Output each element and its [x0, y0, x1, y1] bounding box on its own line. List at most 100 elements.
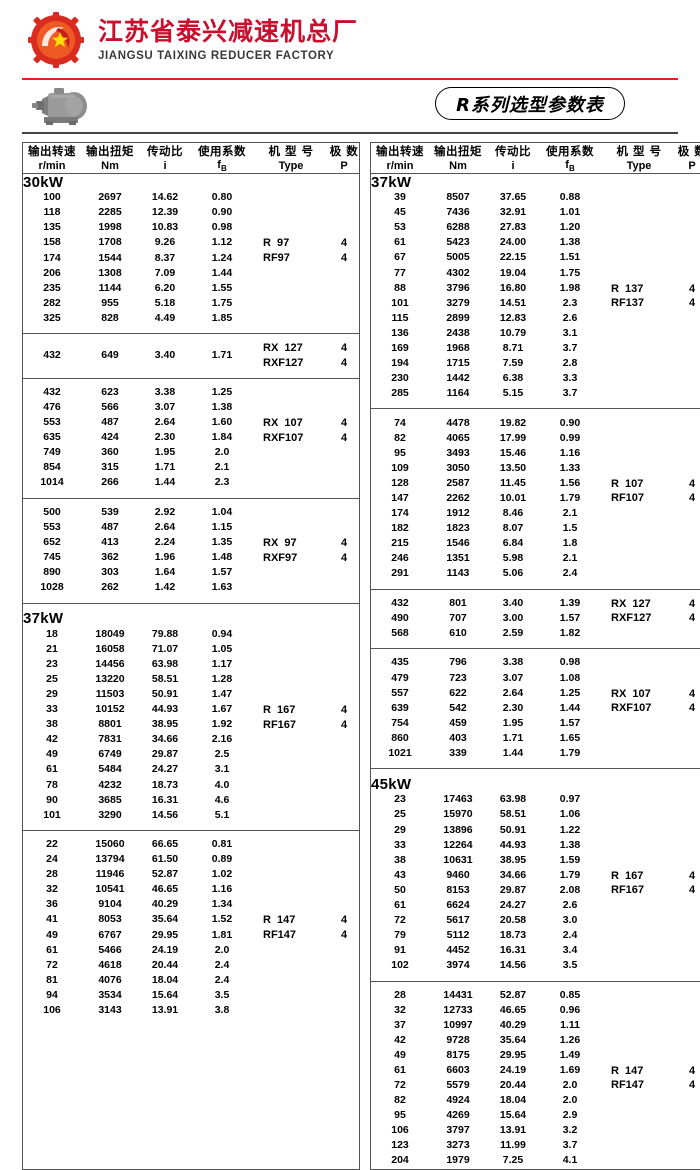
cell-i: 58.51	[499, 808, 527, 821]
cell-type-empty	[601, 567, 677, 582]
block-spacer	[23, 603, 359, 610]
block-spacer	[23, 823, 359, 830]
cell-poles-empty	[677, 236, 700, 251]
cell-i: 38.95	[151, 718, 179, 731]
cell-type-empty	[601, 808, 677, 823]
cell-nm: 3974	[446, 959, 470, 972]
cell-rpm: 61	[46, 763, 58, 776]
table-row: 568 610 2.59 1.82	[371, 626, 700, 641]
cell-nm: 12264	[443, 838, 473, 851]
cell-type-empty	[601, 506, 677, 521]
cell-rpm: 77	[394, 266, 406, 279]
cell-i: 46.65	[499, 1003, 527, 1016]
cell-poles-empty	[677, 671, 700, 686]
column-header-cn-1: 输出扭矩	[86, 143, 134, 158]
cell-nm: 13896	[443, 823, 473, 836]
cell-fb: 2.16	[211, 733, 233, 746]
cell-type-empty	[253, 672, 329, 687]
cell-poles-empty	[329, 973, 359, 988]
cell-type-empty	[253, 973, 329, 988]
cell-i: 24.27	[151, 763, 179, 776]
cell-fb: 1.65	[559, 731, 581, 744]
cell-poles-empty	[677, 838, 700, 853]
cell-fb: 1.52	[211, 913, 233, 926]
column-header-cn-0: 输出转速	[376, 143, 424, 158]
cell-i: 20.58	[499, 913, 527, 926]
cell-fb: 3.8	[214, 1003, 230, 1016]
cell-fb: 1.79	[559, 746, 581, 759]
cell-poles-empty	[677, 461, 700, 476]
cell-type-empty	[253, 642, 329, 657]
table-row: 32 10541 46.65 1.16	[23, 883, 359, 898]
cell-rpm: 754	[391, 716, 409, 729]
cell-nm: 542	[449, 701, 467, 714]
cell-fb: 1.35	[211, 536, 233, 549]
table-row: 557 622 2.64 1.25 RX 107 RXF107 4 4	[371, 686, 700, 714]
power-label: 45kW	[371, 775, 412, 793]
column-header-en-2: i	[511, 159, 515, 172]
cell-rpm: 33	[46, 703, 58, 716]
cell-poles-empty	[677, 386, 700, 401]
cell-fb: 1.51	[559, 251, 581, 264]
cell-nm: 610	[449, 626, 467, 639]
cell-fb: 0.99	[559, 431, 581, 444]
cell-nm: 6767	[98, 928, 122, 941]
cell-fb: 3.1	[214, 763, 230, 776]
cell-nm: 1442	[446, 371, 470, 384]
cell-poles-empty	[329, 311, 359, 326]
cell-rpm: 23	[394, 793, 406, 806]
table-row: 38 10631 38.95 1.59	[371, 853, 700, 868]
cell-poles-empty	[677, 913, 700, 928]
cell-fb: 1.85	[211, 311, 233, 324]
cell-type: R 97 RF97	[263, 237, 290, 264]
cell-type-empty	[601, 311, 677, 326]
cell-type-empty	[601, 1124, 677, 1139]
cell-type-empty	[601, 1048, 677, 1063]
cell-poles-empty	[677, 341, 700, 356]
cell-rpm: 49	[394, 1048, 406, 1061]
table-row: 854 315 1.71 2.1	[23, 461, 359, 476]
block-separator	[23, 830, 359, 831]
cell-i: 2.30	[154, 431, 176, 444]
cell-nm: 3797	[446, 1124, 470, 1137]
cell-fb: 1.63	[211, 581, 233, 594]
cell-i: 44.93	[151, 703, 179, 716]
cell-rpm: 435	[391, 656, 409, 669]
power-section-title: 45kW	[371, 776, 700, 793]
cell-i: 29.95	[499, 1048, 527, 1061]
cell-type-empty	[601, 326, 677, 341]
column-header-en-4: Type	[626, 159, 652, 172]
cell-type-empty	[253, 778, 329, 793]
cell-i: 27.83	[499, 221, 527, 234]
cell-fb: 1.24	[211, 251, 233, 264]
cell-fb: 4.1	[562, 1154, 578, 1167]
column-header-en-3: fB	[217, 158, 227, 173]
cell-nm: 955	[101, 296, 119, 309]
cell-rpm: 39	[394, 191, 406, 204]
cell-poles-empty	[677, 356, 700, 371]
cell-i: 35.64	[499, 1033, 527, 1046]
column-header-en-5: P	[340, 159, 348, 172]
table-row: 61 5484 24.27 3.1	[23, 763, 359, 778]
column-header-en-0: r/min	[38, 159, 66, 172]
cell-i: 14.56	[151, 808, 179, 821]
table-row: 432 649 3.40 1.71 RX 127 RXF127 4 4	[23, 341, 359, 371]
cell-nm: 1351	[446, 552, 470, 565]
cell-nm: 3290	[98, 808, 122, 821]
cell-i: 2.24	[154, 536, 176, 549]
cell-poles-empty	[329, 943, 359, 958]
cell-rpm: 81	[46, 973, 58, 986]
cell-nm: 8175	[446, 1048, 470, 1061]
cell-nm: 1143	[446, 567, 470, 580]
cell-i: 1.71	[154, 461, 176, 474]
cell-fb: 1.59	[559, 853, 581, 866]
cell-fb: 0.90	[559, 416, 581, 429]
cell-rpm: 72	[394, 913, 406, 926]
cell-fb: 1.79	[559, 491, 581, 504]
table-row: 282 955 5.18 1.75	[23, 296, 359, 311]
cell-nm: 262	[101, 581, 119, 594]
cell-fb: 0.88	[559, 191, 581, 204]
cell-type-empty	[253, 581, 329, 596]
cell-fb: 1.75	[211, 296, 233, 309]
cell-nm: 1912	[446, 506, 470, 519]
